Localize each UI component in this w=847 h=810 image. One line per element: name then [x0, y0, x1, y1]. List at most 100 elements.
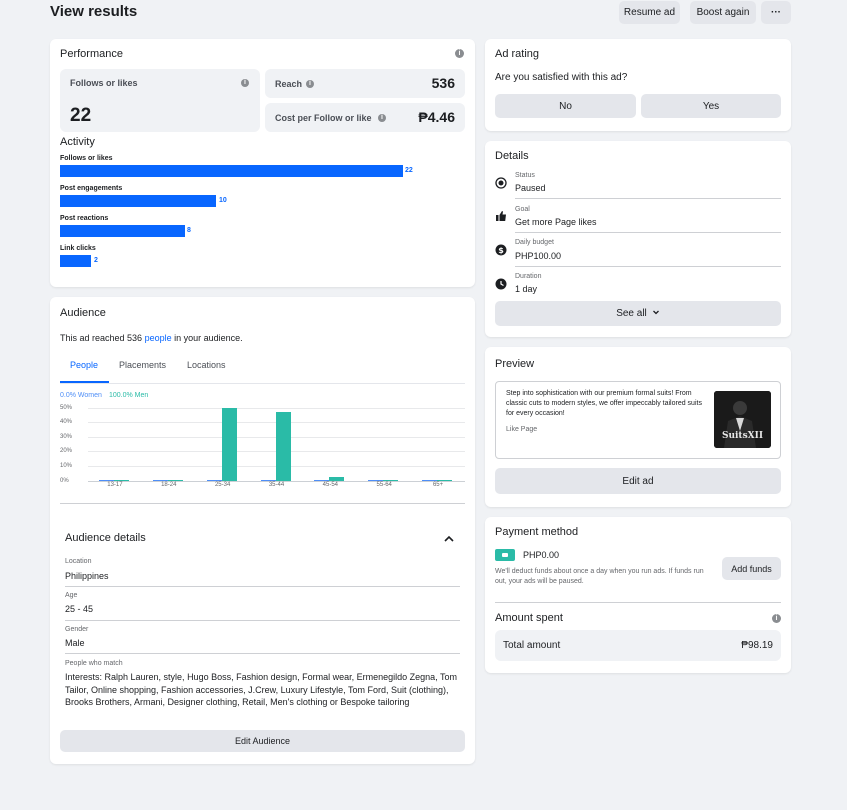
- activity-label: Post reactions: [60, 215, 109, 222]
- chart-bar-men: [383, 480, 399, 481]
- cost-value: ₱4.46: [418, 109, 455, 125]
- chevron-up-icon[interactable]: [443, 533, 455, 545]
- payment-note: We'll deduct funds about once a day when…: [495, 568, 704, 585]
- chart-bar-men: [329, 476, 345, 481]
- no-button[interactable]: No: [495, 94, 636, 118]
- gender-value: Male: [65, 638, 85, 648]
- location-label: Location: [65, 558, 92, 565]
- match-value: Interests: Ralph Lauren, style, Hugo Bos…: [65, 672, 458, 707]
- payment-card: Payment method PHP0.00 We'll deduct fund…: [485, 517, 791, 673]
- baseline: [88, 481, 465, 482]
- divider: [495, 602, 781, 603]
- audience-card: Audience This ad reached 536 people in y…: [50, 297, 475, 764]
- activity-value: 2: [94, 257, 98, 264]
- follows-value: 22: [70, 105, 92, 126]
- legend-women: 0.0% Women: [60, 392, 102, 399]
- activity-label: Post engagements: [60, 185, 123, 192]
- activity-value: 8: [187, 227, 191, 234]
- x-tick: 13-17: [107, 482, 123, 488]
- x-tick: 55-64: [376, 482, 392, 488]
- reach-metric: Reach i 536: [265, 69, 465, 98]
- goal-value: Get more Page likes: [515, 217, 597, 227]
- budget-value: PHP100.00: [515, 251, 562, 261]
- total-label: Total amount: [503, 640, 561, 651]
- preview-card: Preview Step into sophistication with ou…: [485, 347, 791, 507]
- audience-reached-text: This ad reached 536 people in your audie…: [60, 333, 243, 343]
- payment-title: Payment method: [495, 526, 579, 538]
- see-all-button[interactable]: See all: [495, 301, 781, 326]
- status-label: Status: [515, 172, 535, 179]
- age-label: Age: [65, 592, 78, 599]
- more-options-button[interactable]: ···: [761, 1, 791, 24]
- ad-preview-text: Step into sophistication with our premiu…: [506, 390, 702, 417]
- add-funds-button[interactable]: Add funds: [722, 557, 781, 580]
- reach-label: Reach: [275, 79, 303, 89]
- chart-divider: [60, 503, 465, 504]
- tab-placements[interactable]: Placements: [119, 360, 167, 370]
- legend-men: 100.0% Men: [109, 392, 149, 399]
- edit-ad-button[interactable]: Edit ad: [495, 468, 781, 494]
- chart-bar-women: [422, 480, 438, 481]
- gridline: [88, 408, 465, 409]
- divider: [65, 620, 460, 621]
- tab-people[interactable]: People: [70, 360, 99, 370]
- boost-again-button[interactable]: Boost again: [690, 1, 756, 24]
- x-tick: 35-44: [268, 482, 285, 488]
- thumbs-up-icon: [495, 210, 507, 222]
- gender-label: Gender: [65, 626, 89, 633]
- chart-bar-men: [113, 480, 129, 481]
- activity-value: 10: [219, 197, 227, 204]
- x-tick: 25-34: [214, 482, 231, 488]
- like-page-text: Like Page: [506, 426, 538, 433]
- info-icon[interactable]: i: [772, 614, 781, 623]
- yes-button[interactable]: Yes: [641, 94, 781, 118]
- chart-bar-men: [275, 412, 291, 481]
- divider: [65, 653, 460, 654]
- svg-text:$: $: [498, 246, 504, 255]
- y-tick: 0%: [60, 478, 69, 484]
- info-icon[interactable]: i: [306, 80, 314, 88]
- preview-title: Preview: [495, 358, 535, 370]
- info-icon[interactable]: i: [455, 49, 464, 58]
- chart-bar-women: [314, 480, 330, 481]
- y-tick: 50%: [60, 405, 73, 411]
- see-all-label: See all: [616, 308, 647, 319]
- chart-bar-men: [221, 408, 237, 481]
- chart-bar-women: [152, 480, 168, 481]
- top-bar: View results Resume ad Boost again ···: [0, 0, 847, 28]
- edit-audience-button[interactable]: Edit Audience: [60, 730, 465, 752]
- y-tick: 30%: [60, 434, 73, 440]
- chart-bar-women: [98, 480, 114, 481]
- brand-logo: SuitsXII: [721, 431, 764, 441]
- info-icon[interactable]: i: [241, 79, 249, 87]
- page-title: View results: [50, 3, 138, 20]
- follows-label: Follows or likes: [70, 78, 138, 88]
- activity-label: Follows or likes: [60, 155, 113, 162]
- ad-preview[interactable]: Step into sophistication with our premiu…: [495, 381, 781, 459]
- age-value: 25 - 45: [65, 604, 94, 614]
- activity-bar: [60, 165, 403, 177]
- activity-label: Link clicks: [60, 245, 96, 252]
- info-icon[interactable]: i: [378, 114, 386, 122]
- y-tick: 40%: [60, 419, 73, 425]
- tab-locations[interactable]: Locations: [187, 360, 226, 370]
- goal-label: Goal: [515, 206, 530, 213]
- details-card: Details Status Paused Goal Get more Page…: [485, 141, 791, 337]
- chart-bar-men: [167, 480, 183, 481]
- activity-title: Activity: [60, 136, 95, 148]
- amount-spent-title: Amount spent: [495, 612, 563, 624]
- performance-card: Performance i Follows or likes i 22 Reac…: [50, 39, 475, 287]
- people-link[interactable]: people: [144, 333, 172, 343]
- resume-ad-button[interactable]: Resume ad: [619, 1, 680, 24]
- chevron-down-icon: [652, 308, 660, 319]
- activity-bar: [60, 225, 185, 237]
- chart-bar-women: [368, 480, 384, 481]
- details-title: Details: [495, 150, 529, 162]
- chart-bar-men: [437, 480, 453, 481]
- audience-age-chart: 50% 40% 30% 20% 10% 0% 13-17 18-24 25-34 35…: [60, 405, 465, 510]
- ad-preview-image: SuitsXII: [714, 391, 771, 448]
- tabs-divider: [60, 383, 465, 384]
- balance-value: PHP0.00: [523, 550, 560, 560]
- reach-value: 536: [431, 75, 455, 91]
- chart-bar-women: [260, 480, 276, 481]
